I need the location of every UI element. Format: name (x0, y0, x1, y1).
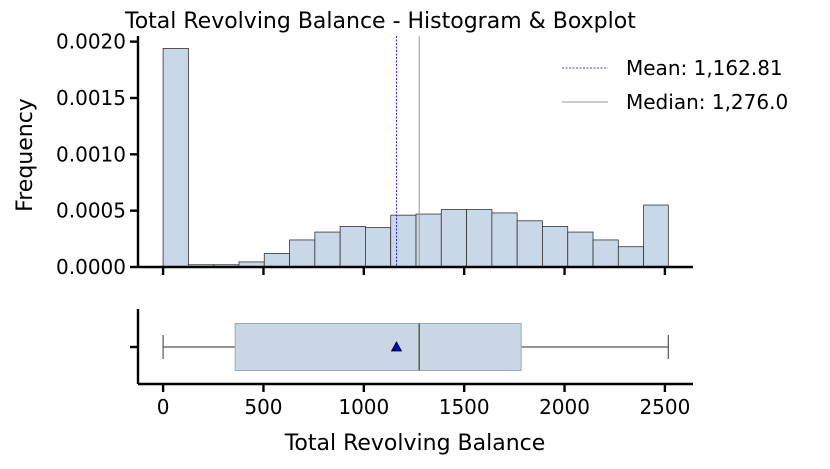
y-tick-label: 0.0010 (56, 142, 126, 166)
histogram-bar (567, 231, 594, 268)
box-iqr (234, 323, 522, 371)
y-tick-label: 0.0005 (56, 199, 126, 223)
histogram-bar (162, 47, 189, 268)
histogram-bar (617, 246, 645, 268)
histogram-bar (516, 220, 543, 268)
x-tick-label: 500 (244, 395, 282, 419)
histogram-bar (263, 253, 290, 268)
histogram-bar (390, 214, 417, 268)
histogram-panel: 0.0000 0.0005 0.0010 0.0015 0.0020 (56, 30, 693, 279)
histogram-bar (415, 213, 442, 268)
histogram-bar (643, 204, 669, 268)
histogram-bar (440, 209, 467, 268)
legend-mean-label: Mean: 1,162.81 (626, 56, 783, 80)
y-tick-label: 0.0020 (56, 30, 126, 54)
x-tick-label: 1500 (439, 395, 490, 419)
boxplot-panel: 0 500 1000 1500 2000 2500 (130, 309, 693, 419)
histogram-bar (289, 239, 316, 268)
y-axis-label: Frequency (13, 98, 38, 212)
histogram-bar (542, 226, 569, 268)
histogram-bar (339, 226, 366, 268)
histogram-bar (466, 209, 493, 268)
x-tick-label: 2000 (539, 395, 590, 419)
legend: Mean: 1,162.81 Median: 1,276.0 (562, 56, 788, 114)
histogram-bar (365, 227, 392, 268)
y-tick-label: 0.0000 (56, 255, 126, 279)
legend-median-label: Median: 1,276.0 (626, 90, 788, 114)
histogram-bar (314, 231, 341, 268)
mean-marker (390, 341, 403, 352)
x-axis-label: Total Revolving Balance (284, 431, 546, 456)
y-tick-label: 0.0015 (56, 86, 126, 110)
chart-title: Total Revolving Balance - Histogram & Bo… (124, 9, 636, 34)
x-tick-label: 0 (157, 395, 170, 419)
histogram-bar (491, 212, 518, 268)
x-tick-label: 1000 (338, 395, 389, 419)
x-tick-label: 2500 (639, 395, 690, 419)
histogram-bar (592, 239, 619, 268)
